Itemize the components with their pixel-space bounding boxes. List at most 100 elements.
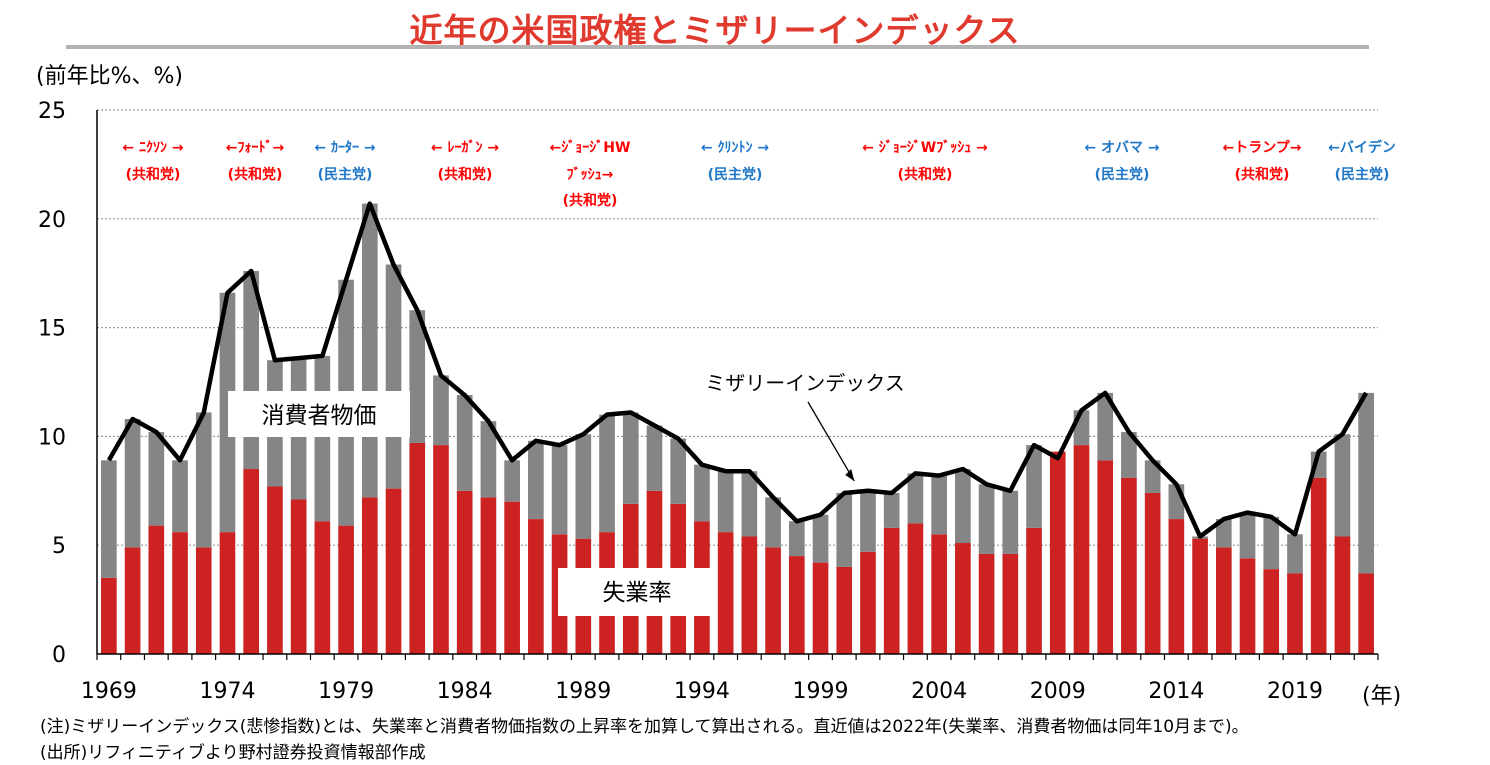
x-tick-label: 1989 (555, 679, 611, 704)
x-tick-label: 2009 (1030, 679, 1086, 704)
x-tick-label: 2019 (1267, 679, 1323, 704)
unemployment-bar (433, 445, 449, 654)
unemployment-bar (385, 488, 402, 654)
cpi-bar (195, 412, 212, 548)
x-tick-label: 1999 (793, 679, 849, 704)
unemployment-bar (1168, 519, 1185, 654)
unemployment-bar (480, 497, 497, 654)
unemployment-bar (1144, 492, 1161, 654)
misery-index-annotation: ミザリーインデックス (705, 371, 904, 395)
unemployment-bar (907, 523, 924, 654)
y-axis-unit: (前年比%、%) (36, 64, 183, 89)
unemployment-bar (195, 547, 212, 654)
cpi-bar (978, 484, 995, 554)
unemployment-bar (172, 532, 188, 654)
cpi-bar (788, 521, 805, 557)
unemployment-bar (788, 556, 805, 654)
misery-line-series (106, 201, 1369, 539)
unemployment-bar (101, 577, 117, 654)
administration-party: (共和党) (438, 166, 493, 183)
unemployment-bar (836, 566, 853, 654)
x-tick-label: 1969 (81, 679, 137, 704)
unemployment-bar (124, 547, 141, 654)
y-tick-label: 20 (38, 208, 66, 233)
cpi-bar (1334, 434, 1351, 537)
footnote-source: (出所)リフィニティブより野村證券投資情報部作成 (40, 743, 426, 763)
cpi-bar (1026, 445, 1042, 528)
administration-labels: ← ﾆｸｿﾝ → (共和党) ←ﾌｫｰﾄﾞ→ (共和党) ← ｶｰﾀｰ → (民主党) ← … (122, 139, 1395, 209)
unemployment-bar (717, 532, 734, 654)
cpi-bar (551, 445, 568, 535)
administration-name: ←ﾌｫｰﾄﾞ→ (226, 139, 285, 156)
cpi-bar (1002, 490, 1019, 554)
axes: 0 5 10 15 20 25 1969 1974 1979 1984 1989 1994 1999 20… (38, 99, 1379, 704)
administration-party: (共和党) (228, 166, 283, 183)
cpi-bar (1358, 392, 1374, 574)
cpi-bar (931, 475, 947, 535)
cpi-bar (955, 469, 971, 544)
administration-party: (民主党) (1095, 166, 1150, 183)
cpi-bar (860, 490, 876, 552)
unemployment-bar (1002, 553, 1019, 654)
cpi-bar (599, 414, 615, 533)
unemployment-bar (409, 442, 426, 654)
cpi-bar (694, 464, 710, 522)
cpi-bar (361, 203, 378, 498)
cpi-bar (1215, 519, 1232, 548)
cpi-bar (670, 438, 687, 504)
unemployment-bar (1192, 538, 1208, 654)
unemployment-bar (314, 521, 331, 654)
cpi-bar (101, 460, 117, 578)
cpi-bar (812, 514, 829, 563)
unemployment-bar (1049, 451, 1066, 654)
cpi-bar (124, 418, 141, 548)
cpi-bar (1097, 392, 1114, 461)
x-tick-label: 1984 (437, 679, 493, 704)
cpi-bar (1263, 516, 1280, 570)
cpi-bar (219, 292, 236, 533)
cpi-bar (148, 432, 165, 526)
unemployment-bar (1026, 527, 1042, 654)
unemployment-bar (765, 547, 781, 654)
administration-party: (共和党) (1235, 166, 1290, 183)
unemployment-bar (338, 525, 354, 654)
administration-name: ← ｶｰﾀｰ → (314, 140, 375, 156)
cpi-bar (314, 355, 331, 522)
cpi-bar (765, 497, 781, 548)
unemployment-bar (148, 525, 165, 654)
unemployment-bar (978, 553, 995, 654)
unemployment-bar (955, 543, 971, 654)
unemployment-bar (267, 486, 283, 654)
y-tick-label: 0 (52, 643, 66, 668)
y-tick-label: 5 (52, 534, 66, 559)
cpi-bar (646, 425, 663, 491)
administration-name-cont: ﾌﾞｯｼｭ→ (567, 166, 614, 183)
footnote-definition: (注)ミザリーインデックス(悲惨指数)とは、失業率と消費者物価指数の上昇率を加算… (40, 717, 1249, 737)
unemployment-bar (290, 499, 307, 654)
cpi-bar (456, 395, 473, 491)
cpi-bar (409, 310, 426, 443)
cpi-bar (1239, 512, 1256, 559)
unemployment-bar (741, 536, 758, 654)
unemployment-bar (361, 497, 378, 654)
y-tick-label: 10 (38, 425, 66, 450)
cpi-bar (243, 271, 260, 470)
administration-party: (共和党) (898, 166, 953, 183)
unemployment-bar (456, 490, 473, 654)
annotation-arrowhead (845, 468, 855, 481)
cpi-bar (622, 412, 639, 504)
unemployment-bar (1121, 477, 1137, 654)
administration-party: (共和党) (563, 192, 618, 209)
unemployment-label-box (558, 568, 716, 616)
x-tick-label: 2004 (911, 679, 967, 704)
administration-name: ←バイデン (1328, 139, 1396, 156)
unemployment-bar (1097, 460, 1114, 654)
administration-name: ← ﾚｰｶﾞﾝ → (431, 139, 499, 156)
x-tick-label: 1994 (674, 679, 730, 704)
administration-name: ← オバマ → (1084, 140, 1159, 156)
cpi-bar (883, 492, 900, 528)
administration-name: ←トランプ→ (1222, 140, 1301, 156)
cpi-bar (172, 460, 188, 533)
unemployment-bar (883, 527, 900, 654)
